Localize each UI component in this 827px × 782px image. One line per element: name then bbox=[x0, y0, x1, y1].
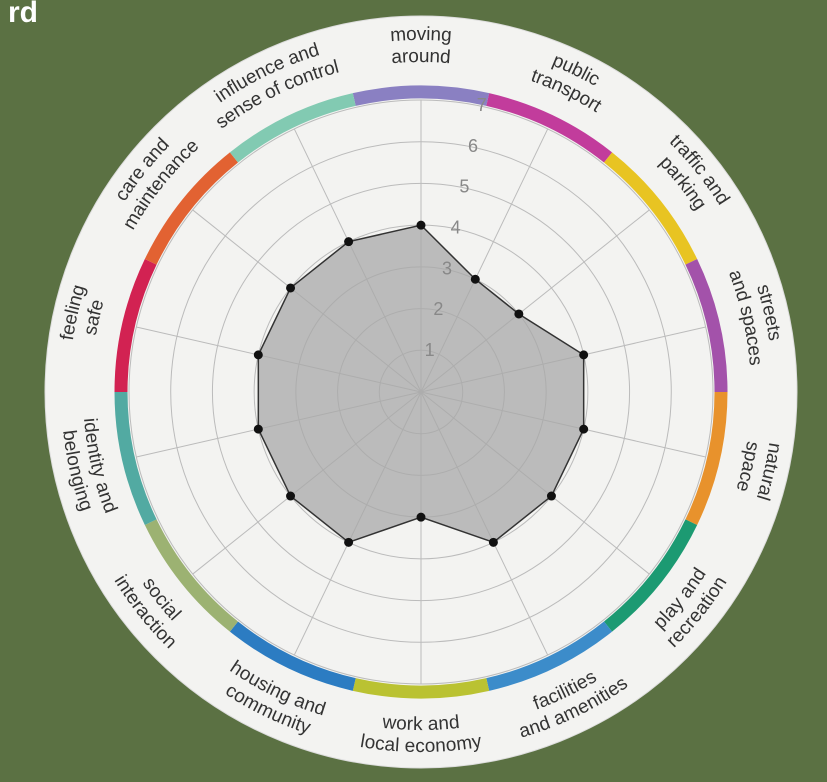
category-label-text: around bbox=[391, 46, 452, 68]
r-tick-label: 7 bbox=[477, 95, 487, 115]
value-point bbox=[416, 512, 426, 522]
value-point bbox=[344, 537, 354, 547]
ring-segment bbox=[114, 259, 157, 393]
value-point bbox=[514, 309, 524, 319]
r-tick-label: 1 bbox=[425, 340, 435, 360]
category-label-text: moving bbox=[390, 24, 453, 46]
ring-segment bbox=[229, 93, 356, 163]
ring-segment bbox=[352, 678, 490, 699]
value-point bbox=[579, 350, 589, 360]
ring-segment bbox=[603, 152, 698, 265]
ring-segment bbox=[114, 391, 157, 525]
value-point bbox=[470, 274, 480, 284]
r-tick-label: 5 bbox=[459, 177, 469, 197]
category-label: around bbox=[391, 46, 452, 68]
ring-segment bbox=[144, 152, 239, 265]
value-point bbox=[344, 237, 354, 247]
value-point bbox=[286, 283, 296, 293]
value-point bbox=[579, 424, 589, 434]
value-point bbox=[546, 491, 556, 501]
value-point bbox=[253, 350, 263, 360]
value-point bbox=[286, 491, 296, 501]
value-point bbox=[488, 537, 498, 547]
r-tick-label: 4 bbox=[451, 218, 461, 238]
ring-segment bbox=[603, 519, 698, 632]
category-label: moving bbox=[390, 24, 453, 46]
r-tick-label: 3 bbox=[442, 258, 452, 278]
ring-segment bbox=[685, 391, 728, 525]
ring-segment bbox=[486, 621, 613, 691]
value-point bbox=[253, 424, 263, 434]
value-point bbox=[416, 220, 426, 230]
corner-text: rd bbox=[8, 0, 38, 29]
ring-segment bbox=[229, 621, 356, 691]
category-label: work and bbox=[381, 712, 461, 735]
ring-segment bbox=[685, 259, 728, 393]
r-tick-label: 2 bbox=[433, 299, 443, 319]
r-tick-label: 6 bbox=[468, 136, 478, 156]
ring-segment bbox=[144, 519, 239, 632]
ring-segment bbox=[486, 93, 613, 163]
ring-segment bbox=[352, 85, 490, 106]
category-label-text: work and bbox=[381, 712, 461, 735]
